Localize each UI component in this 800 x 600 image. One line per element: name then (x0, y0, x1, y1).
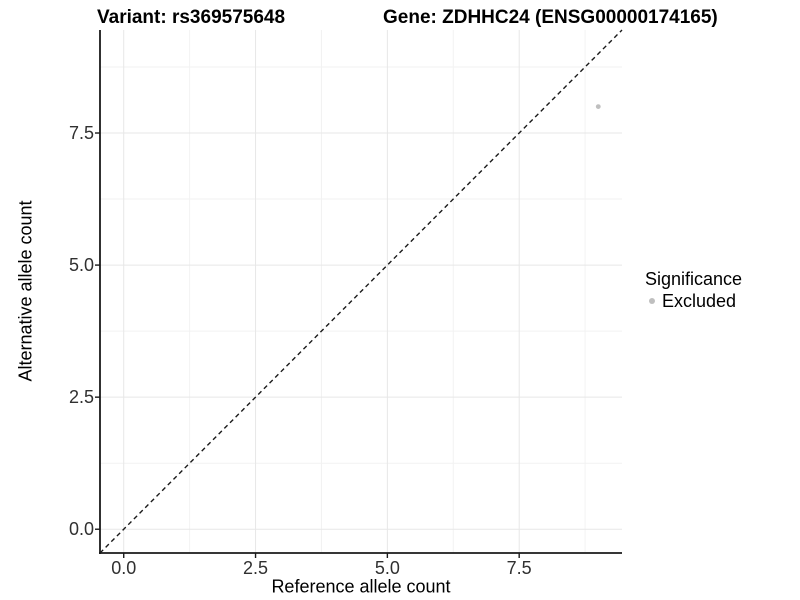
x-tick-label: 2.5 (243, 558, 269, 578)
legend-key-dot-icon (645, 294, 659, 308)
x-tick-label: 0.0 (111, 558, 137, 578)
y-tick-label: 0.0 (68, 519, 94, 540)
legend-items: Excluded (645, 290, 742, 312)
legend-item-label: Excluded (662, 290, 737, 311)
legend: Significance Excluded (645, 268, 742, 312)
data-point (595, 104, 601, 110)
legend-dot (649, 298, 655, 304)
legend-title: Significance (645, 269, 743, 289)
x-axis-title: Reference allele count (271, 576, 451, 597)
legend-item: Excluded (645, 290, 742, 312)
x-tick-label: 7.5 (506, 558, 532, 578)
variant-title: Variant: rs369575648 (97, 7, 286, 28)
identity-dashed-line (99, 29, 623, 554)
y-tick-label: 5.0 (68, 255, 94, 276)
y-tick-label: 7.5 (68, 123, 94, 143)
y-tick-label: 2.5 (68, 387, 94, 408)
gene-title: Gene: ZDHHC24 (ENSG00000174165) (383, 7, 718, 28)
x-tick-label: 5.0 (374, 558, 400, 578)
y-axis-title: Alternative allele count (15, 200, 36, 382)
